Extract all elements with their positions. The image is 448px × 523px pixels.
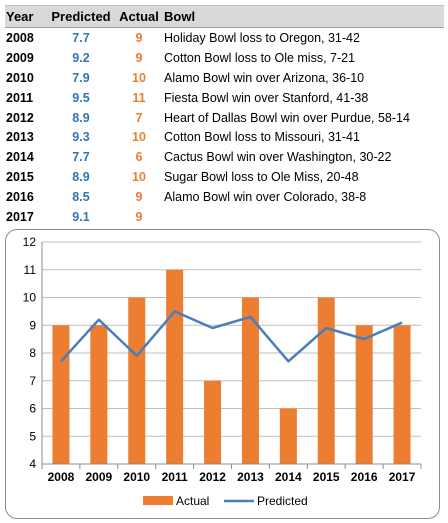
- cell-year: 2017: [6, 209, 34, 224]
- x-tick-label: 2014: [275, 470, 302, 484]
- bar-actual: [241, 297, 259, 464]
- cell-predicted: 7.9: [72, 70, 90, 85]
- header-bowl: Bowl: [164, 9, 196, 24]
- x-tick-label: 2016: [351, 470, 378, 484]
- y-tick-label: 5: [29, 429, 36, 443]
- cell-bowl: Heart of Dallas Bowl win over Purdue, 58…: [164, 110, 410, 125]
- y-tick-label: 9: [29, 318, 36, 332]
- cell-predicted: 7.7: [72, 150, 90, 165]
- bar-actual: [204, 380, 222, 464]
- bar-actual: [393, 325, 411, 464]
- cell-bowl: Cotton Bowl loss to Ole miss, 7-21: [164, 50, 356, 65]
- y-tick-label: 12: [23, 235, 37, 249]
- cell-year: 2012: [6, 110, 34, 125]
- cell-predicted: 8.9: [72, 170, 90, 185]
- table-row: 2016 8.5 9 Alamo Bowl win over Colorado, 38…: [5, 187, 444, 207]
- bar-actual: [279, 408, 297, 464]
- table-row: 2012 8.9 7 Heart of Dallas Bowl win over Pu…: [5, 108, 444, 128]
- header-year: Year: [6, 9, 34, 24]
- combo-chart: 4 5 6 7 8 9 10 11 12 2008 2009 2010 2011 2012 2013 2014…: [23, 235, 422, 508]
- cell-year: 2013: [6, 130, 34, 145]
- bar-actual: [90, 325, 108, 464]
- bar-actual: [317, 297, 335, 464]
- x-tick-label: 2009: [85, 470, 112, 484]
- table-body: 2008 7.7 9 Holiday Bowl loss to Oregon, 31-…: [5, 28, 444, 227]
- chart-panel: 4 5 6 7 8 9 10 11 12 2008 2009 2010 2011 2012 2013 2014…: [5, 229, 440, 519]
- cell-actual: 9: [135, 209, 143, 224]
- cell-year: 2008: [6, 30, 34, 45]
- cell-year: 2016: [6, 190, 34, 205]
- line-predicted: [60, 310, 403, 363]
- cell-actual: 7: [135, 110, 143, 125]
- header-predicted: Predicted: [51, 9, 111, 24]
- bar-actual: [166, 269, 184, 464]
- table-row: 2009 9.2 9 Cotton Bowl loss to Ole miss, 7-…: [5, 48, 444, 68]
- table-row: 2017 9.1 9: [5, 207, 444, 227]
- x-tick-label: 2008: [48, 470, 75, 484]
- bar-actual: [52, 325, 70, 464]
- cell-bowl: Holiday Bowl loss to Oregon, 31-42: [164, 30, 360, 45]
- legend-swatch-actual: [143, 496, 173, 505]
- x-tick-label: 2011: [162, 470, 188, 484]
- table-row: 2013 9.3 10 Cotton Bowl loss to Missouri, 3…: [5, 127, 444, 147]
- cell-predicted: 9.3: [72, 130, 90, 145]
- cell-predicted: 9.5: [72, 90, 90, 105]
- cell-year: 2010: [6, 70, 34, 85]
- legend-label-predicted: Predicted: [257, 494, 308, 508]
- y-tick-label: 8: [29, 346, 36, 360]
- cell-bowl: Cotton Bowl loss to Missouri, 31-41: [164, 130, 360, 145]
- cell-predicted: 7.7: [72, 30, 90, 45]
- bar-actual: [355, 325, 373, 464]
- table-row: 2010 7.9 10 Alamo Bowl win over Arizona, 36…: [5, 68, 444, 88]
- cell-actual: 9: [135, 30, 143, 45]
- table-row: 2014 7.7 6 Cactus Bowl win over Washington,…: [5, 147, 444, 167]
- y-tick-label: 11: [24, 263, 37, 277]
- results-table: Year Predicted Actual Bowl 2008 7.7 9 Holid…: [5, 5, 444, 227]
- cell-year: 2014: [6, 150, 34, 165]
- cell-actual: 10: [132, 170, 146, 185]
- cell-bowl: Alamo Bowl win over Colorado, 38-8: [164, 190, 367, 205]
- x-tick-label: 2010: [123, 470, 150, 484]
- cell-year: 2011: [6, 90, 34, 105]
- y-tick-label: 7: [29, 374, 36, 388]
- x-tick-label: 2013: [237, 470, 264, 484]
- table-row: 2008 7.7 9 Holiday Bowl loss to Oregon, 31-…: [5, 28, 444, 48]
- cell-year: 2009: [6, 50, 34, 65]
- table-header: Year Predicted Actual Bowl: [5, 5, 444, 28]
- x-tick-label: 2017: [389, 470, 416, 484]
- bar-actual: [128, 297, 146, 464]
- cell-actual: 11: [132, 90, 146, 105]
- legend-label-actual: Actual: [176, 494, 209, 508]
- cell-actual: 10: [132, 130, 146, 145]
- cell-bowl: Fiesta Bowl win over Stanford, 41-38: [164, 90, 369, 105]
- x-tick-label: 2015: [313, 470, 340, 484]
- y-tick-label: 6: [29, 402, 36, 416]
- x-tick-label: 2012: [199, 470, 226, 484]
- table-row: 2011 9.5 11 Fiesta Bowl win over Stanford, …: [5, 88, 444, 108]
- cell-bowl: Alamo Bowl win over Arizona, 36-10: [164, 70, 365, 85]
- cell-predicted: 8.5: [72, 190, 90, 205]
- cell-actual: 9: [135, 190, 143, 205]
- cell-predicted: 8.9: [72, 110, 90, 125]
- header-actual: Actual: [119, 9, 159, 24]
- cell-actual: 6: [135, 150, 143, 165]
- y-tick-label: 4: [29, 457, 36, 471]
- cell-actual: 10: [132, 70, 146, 85]
- cell-predicted: 9.1: [72, 209, 90, 224]
- cell-year: 2015: [6, 170, 34, 185]
- cell-bowl: Cactus Bowl win over Washington, 30-22: [164, 150, 392, 165]
- cell-actual: 9: [135, 50, 143, 65]
- cell-predicted: 9.2: [72, 50, 90, 65]
- y-tick-label: 10: [23, 291, 37, 305]
- cell-bowl: Sugar Bowl loss to Ole Miss, 20-48: [164, 170, 359, 185]
- table-row: 2015 8.9 10 Sugar Bowl loss to Ole Miss, 20…: [5, 167, 444, 187]
